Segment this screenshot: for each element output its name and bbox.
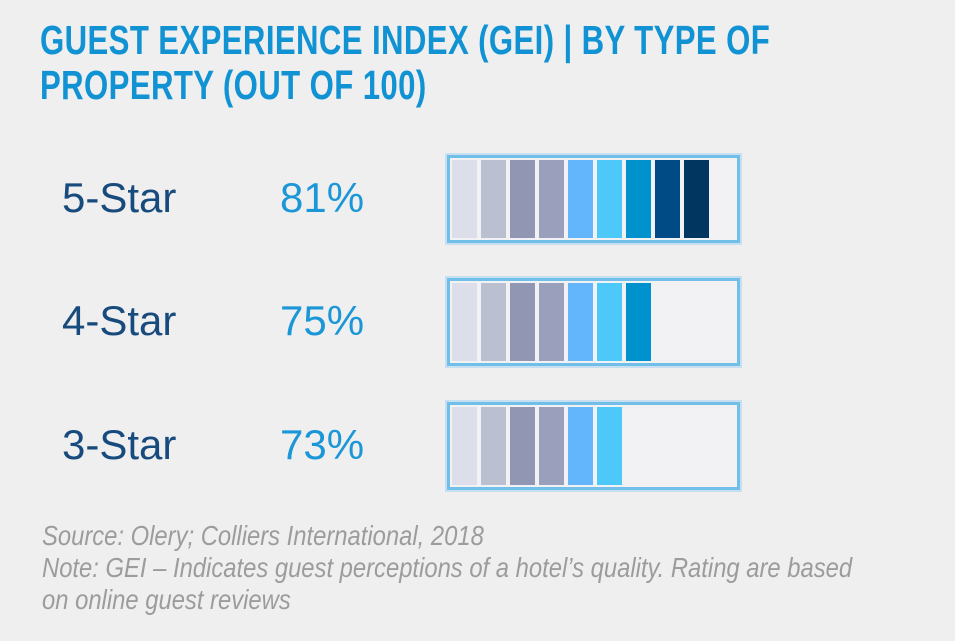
- bar-row-5-star: 5-Star 81%: [0, 155, 955, 243]
- bar-segment: [510, 283, 535, 361]
- bar-segment: [568, 160, 593, 238]
- bar-segment: [568, 283, 593, 361]
- category-label: 5-Star: [62, 174, 177, 222]
- value-label: 75%: [280, 297, 365, 345]
- bar-segment: [539, 283, 564, 361]
- bar-segment: [626, 160, 651, 238]
- bar-row-3-star: 3-Star 73%: [0, 402, 955, 490]
- bar-segment: [597, 283, 622, 361]
- bar-segment: [539, 407, 564, 485]
- chart-title: GUEST EXPERIENCE INDEX (GEI) | BY TYPE O…: [40, 18, 770, 108]
- chart-title-line2: PROPERTY (OUT OF 100): [40, 62, 427, 108]
- bar-segment: [452, 407, 477, 485]
- category-label: 3-Star: [62, 421, 177, 469]
- footnote: Source: Olery; Colliers International, 2…: [42, 520, 852, 616]
- bar-segment: [510, 407, 535, 485]
- bar-track: [447, 402, 740, 490]
- bar-segment: [481, 283, 506, 361]
- source-line: Source: Olery; Colliers International, 2…: [42, 520, 484, 551]
- bar-segment: [597, 160, 622, 238]
- bar-segments: [450, 405, 737, 487]
- bar-segment: [597, 407, 622, 485]
- value-label: 81%: [280, 174, 365, 222]
- bar-track: [447, 278, 740, 366]
- chart-title-line1: GUEST EXPERIENCE INDEX (GEI) | BY TYPE O…: [40, 17, 771, 63]
- bar-segment: [452, 283, 477, 361]
- bar-segment: [568, 407, 593, 485]
- bar-track: [447, 155, 740, 243]
- bar-row-4-star: 4-Star 75%: [0, 278, 955, 366]
- note-line1: Note: GEI – Indicates guest perceptions …: [42, 552, 853, 583]
- bar-segment: [684, 160, 709, 238]
- bar-segment: [655, 160, 680, 238]
- bar-segment: [626, 283, 651, 361]
- bar-segment: [452, 160, 477, 238]
- bar-segments: [450, 281, 737, 363]
- bar-segment: [481, 407, 506, 485]
- category-label: 4-Star: [62, 297, 177, 345]
- value-label: 73%: [280, 421, 365, 469]
- bar-segments: [450, 158, 737, 240]
- note-line2: on online guest reviews: [42, 584, 291, 615]
- bar-segment: [539, 160, 564, 238]
- bar-segment: [481, 160, 506, 238]
- bar-segment: [510, 160, 535, 238]
